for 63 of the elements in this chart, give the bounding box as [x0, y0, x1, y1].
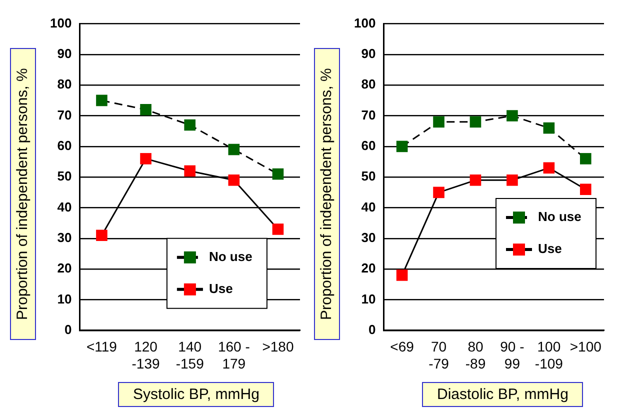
- point: [272, 168, 284, 180]
- y-tick-label: 50: [361, 168, 376, 184]
- point: [506, 110, 518, 122]
- point: [580, 184, 592, 196]
- y-tick-label: 80: [57, 76, 72, 92]
- point: [184, 165, 196, 177]
- y-tick-label: 10: [57, 291, 72, 306]
- y-tick-label: 60: [57, 138, 72, 154]
- x-tick-label: >100: [570, 338, 602, 355]
- point: [96, 94, 108, 106]
- y-tick-label: 20: [57, 260, 72, 276]
- point: [396, 270, 408, 281]
- x-axis-title: Systolic BP, mmHg: [118, 382, 274, 407]
- point: [272, 224, 284, 235]
- y-tick-label: 100: [50, 15, 72, 30]
- point: [433, 186, 444, 198]
- y-axis-title: Proportion of independent persons, %: [10, 48, 36, 340]
- y-tick-label: 70: [361, 107, 376, 122]
- x-tick-label: <69: [390, 338, 414, 355]
- point: [580, 153, 592, 164]
- point: [140, 153, 152, 164]
- y-tick-label: 90: [57, 46, 72, 62]
- y-tick-label: 10: [361, 291, 376, 306]
- x-tick-label: 90 - 99: [500, 338, 525, 372]
- point: [433, 116, 444, 128]
- point: [228, 174, 240, 186]
- point: [396, 140, 408, 152]
- y-tick-label: 100: [354, 15, 376, 30]
- legend-label: Use: [208, 280, 233, 296]
- x-tick-label: 120 -139: [132, 338, 160, 372]
- point: [543, 122, 555, 134]
- x-tick-label: 70 -79: [428, 338, 450, 372]
- x-axis-title: Diastolic BP, mmHg: [422, 382, 584, 407]
- point: [543, 162, 555, 174]
- y-tick-label: 80: [361, 76, 376, 92]
- y-tick-label: 90: [361, 46, 376, 62]
- legend-label: Use: [538, 241, 562, 256]
- point: [470, 116, 482, 128]
- y-tick-label: 30: [361, 230, 376, 245]
- x-tick-label: 80 -89: [465, 338, 486, 372]
- point: [228, 144, 240, 156]
- point: [96, 230, 108, 242]
- y-tick-label: 30: [57, 230, 72, 245]
- x-tick-label: 160 - 179: [218, 338, 250, 372]
- point: [140, 104, 152, 116]
- point: [506, 174, 518, 186]
- legend-label: No use: [208, 248, 252, 264]
- y-tick-label: 60: [361, 138, 376, 154]
- x-tick-label: >180: [262, 338, 294, 355]
- legend-label: No use: [538, 209, 582, 224]
- y-tick-label: 40: [57, 199, 72, 214]
- y-tick-label: 70: [57, 107, 72, 122]
- x-tick-label: 140 -159: [176, 338, 204, 372]
- y-axis-title: Proportion of independent persons, %: [314, 48, 340, 340]
- x-tick-label: 100 -109: [534, 338, 564, 372]
- y-tick-label: 40: [361, 199, 376, 214]
- y-tick-label: 50: [57, 168, 72, 184]
- y-tick-label: 0: [64, 322, 72, 337]
- y-tick-label: 0: [368, 322, 376, 337]
- point: [184, 119, 196, 131]
- y-tick-label: 20: [361, 260, 376, 276]
- x-tick-label: <119: [86, 338, 118, 355]
- point: [470, 174, 482, 186]
